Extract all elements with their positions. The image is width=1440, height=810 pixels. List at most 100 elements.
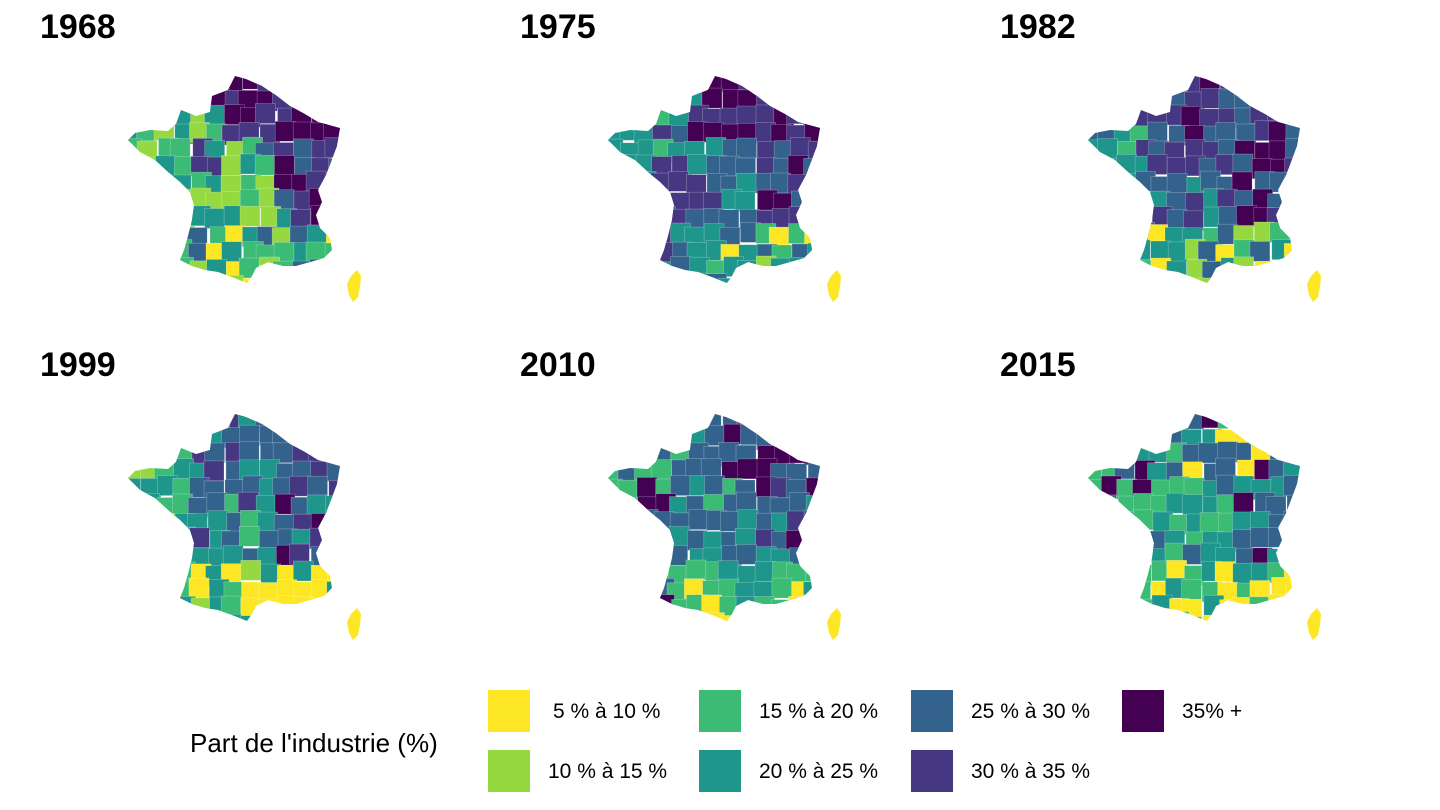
department-area	[721, 615, 742, 621]
department-area	[1097, 138, 1118, 159]
department-area	[223, 275, 244, 283]
department-area	[238, 441, 260, 462]
department-area	[1217, 414, 1239, 429]
department-area	[770, 257, 792, 279]
department-area	[1181, 616, 1202, 621]
department-area	[240, 597, 261, 619]
department-area	[257, 76, 278, 93]
legend-swatch	[488, 750, 530, 792]
legend-swatch	[488, 690, 530, 732]
department-area	[1249, 596, 1270, 618]
department-area	[1199, 512, 1221, 533]
department-area	[1148, 441, 1170, 463]
department-area	[717, 560, 739, 581]
department-area	[718, 277, 739, 283]
department-area	[803, 158, 820, 179]
department-area	[1285, 581, 1300, 603]
department-area	[1199, 277, 1220, 283]
department-area	[1268, 527, 1289, 548]
department-area	[803, 509, 820, 531]
department-area	[207, 510, 229, 531]
department-area	[1132, 598, 1154, 620]
department-area	[255, 103, 276, 124]
department-area	[259, 256, 281, 278]
department-area	[807, 242, 820, 264]
department-area	[1088, 479, 1105, 500]
department-area	[770, 599, 792, 620]
department-area	[1286, 494, 1300, 516]
department-area	[204, 442, 225, 464]
department-area	[802, 594, 820, 616]
department-area	[272, 260, 294, 282]
department-area	[1203, 594, 1225, 616]
department-area	[324, 495, 340, 516]
department-area	[1182, 494, 1203, 515]
department-area	[310, 546, 332, 567]
department-area	[310, 205, 332, 226]
department-area	[788, 442, 810, 464]
department-area	[651, 459, 672, 480]
department-area	[189, 527, 210, 549]
department-area	[137, 156, 159, 178]
department-area	[292, 560, 314, 582]
department-area	[221, 241, 242, 262]
department-area	[1233, 256, 1255, 278]
department-area	[1202, 614, 1224, 621]
department-area	[1151, 594, 1173, 616]
department-area	[1133, 509, 1154, 531]
department-area	[736, 259, 758, 281]
department-area	[1114, 511, 1136, 532]
department-area	[1147, 121, 1168, 143]
department-area	[735, 595, 757, 617]
department-area	[220, 613, 242, 621]
department-area	[170, 174, 192, 196]
department-area	[736, 137, 758, 159]
department-area	[206, 259, 227, 280]
department-area	[701, 87, 723, 109]
department-area	[274, 155, 295, 176]
department-area	[790, 137, 811, 158]
department-area	[1268, 594, 1289, 615]
department-area	[803, 581, 820, 603]
department-area	[650, 172, 671, 194]
legend-swatch	[699, 750, 741, 792]
map-panel-1982: 1982	[960, 0, 1440, 330]
department-area	[734, 191, 756, 212]
department-area	[1250, 527, 1272, 548]
department-area	[190, 597, 212, 619]
department-area	[254, 154, 276, 176]
department-area	[616, 154, 637, 175]
legend-label: 10 % à 15 %	[548, 760, 668, 783]
department-area	[636, 477, 658, 498]
department-area	[326, 581, 340, 602]
department-area	[153, 120, 175, 141]
department-area	[685, 559, 707, 581]
departments-layer	[1088, 414, 1300, 621]
department-area	[1232, 511, 1253, 533]
department-area	[704, 475, 725, 496]
department-area	[292, 428, 314, 449]
department-area	[737, 509, 759, 530]
department-area	[1285, 138, 1300, 159]
legend-label: 30 % à 35 %	[971, 760, 1091, 783]
department-area	[238, 257, 260, 279]
department-area	[667, 545, 688, 566]
department-area	[786, 103, 808, 125]
department-area	[237, 491, 259, 513]
legend-swatch	[911, 690, 953, 732]
department-area	[687, 272, 709, 283]
department-area	[805, 495, 820, 516]
department-area	[1181, 76, 1203, 95]
map-panel-1975: 1975	[480, 0, 960, 330]
department-area	[1284, 157, 1300, 179]
department-area	[136, 120, 157, 142]
departments-layer	[128, 414, 340, 621]
department-area	[736, 544, 757, 565]
department-area	[1283, 510, 1300, 532]
department-area	[308, 442, 329, 463]
map-panel-2015: 2015	[960, 338, 1440, 668]
legend-label: 15 % à 20 %	[759, 700, 879, 723]
legend-swatch	[699, 690, 741, 732]
department-area	[1130, 259, 1152, 281]
department-area	[306, 494, 328, 516]
